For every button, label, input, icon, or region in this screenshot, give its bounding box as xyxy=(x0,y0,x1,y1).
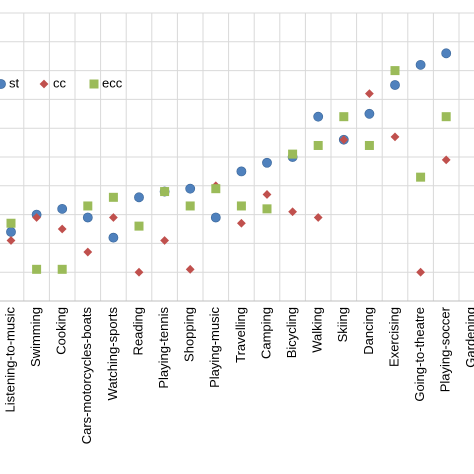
x-tick-label: Bicycling xyxy=(284,307,299,358)
point-st xyxy=(441,48,452,59)
x-tick-label: Playing-soccer xyxy=(438,306,453,392)
point-cc xyxy=(83,247,93,257)
point-ecc xyxy=(83,201,93,211)
point-ecc xyxy=(236,201,246,211)
point-cc xyxy=(262,190,272,199)
point-st xyxy=(236,166,247,177)
x-tick-label: Skiing xyxy=(335,307,350,342)
point-st xyxy=(262,157,272,168)
x-tick-label: Reading xyxy=(130,307,145,355)
legend-marker-ecc xyxy=(89,79,99,89)
x-tick-label: Dancing xyxy=(361,307,376,355)
point-cc xyxy=(441,155,451,165)
point-cc xyxy=(160,236,169,245)
point-cc xyxy=(339,135,349,145)
point-cc xyxy=(57,224,67,234)
point-ecc xyxy=(313,140,323,150)
point-cc xyxy=(365,89,374,99)
x-tick-label: Walking xyxy=(310,307,325,353)
point-st xyxy=(415,59,426,70)
point-ecc xyxy=(185,201,195,211)
point-cc xyxy=(32,213,41,222)
point-st xyxy=(210,212,221,223)
legend: st cc ecc xyxy=(0,75,123,90)
point-cc xyxy=(390,132,400,142)
point-ecc xyxy=(416,172,426,182)
data-markers xyxy=(6,48,452,277)
legend-marker-cc xyxy=(39,79,49,89)
point-ecc xyxy=(390,66,400,76)
point-ecc xyxy=(262,204,272,214)
point-ecc xyxy=(211,184,221,194)
point-st xyxy=(364,108,375,119)
point-st xyxy=(313,111,324,122)
point-cc xyxy=(313,213,323,222)
gridlines xyxy=(0,12,474,302)
legend-label-st: st xyxy=(9,75,20,90)
point-cc xyxy=(134,267,144,277)
legend-label-ecc: ecc xyxy=(102,75,123,90)
point-st xyxy=(134,192,144,203)
point-st xyxy=(108,232,119,243)
point-ecc xyxy=(108,192,118,202)
point-cc xyxy=(288,207,297,217)
x-tick-label: Cooking xyxy=(54,307,69,355)
x-tick-label: Playing-music xyxy=(207,307,222,388)
point-ecc xyxy=(339,112,349,122)
legend-label-cc: cc xyxy=(53,75,67,90)
point-ecc xyxy=(441,112,451,122)
point-cc xyxy=(237,218,246,228)
x-tick-label: Watching-sports xyxy=(105,307,120,401)
x-tick-labels: Listening-to-music Swimming Cooking Cars-mo… xyxy=(2,306,474,444)
point-cc xyxy=(185,264,195,274)
legend-marker-st xyxy=(0,79,6,89)
point-ecc xyxy=(288,149,298,159)
point-ecc xyxy=(134,221,144,231)
x-tick-label: Travelling xyxy=(233,307,248,363)
x-tick-label: Going-to-theatre xyxy=(412,307,427,402)
point-st xyxy=(82,212,93,223)
x-tick-label: Playing-tennis xyxy=(156,307,171,389)
x-tick-label: Camping xyxy=(258,307,273,359)
point-ecc xyxy=(6,218,16,228)
point-cc xyxy=(109,213,118,222)
point-ecc xyxy=(32,264,42,274)
point-st xyxy=(390,80,400,90)
point-ecc xyxy=(364,140,374,150)
x-tick-label: Cars-motorcycles-boats xyxy=(79,307,94,445)
point-st xyxy=(185,183,196,194)
point-st xyxy=(6,226,16,237)
x-tick-label: Shopping xyxy=(182,307,197,362)
point-cc xyxy=(416,267,425,277)
point-ecc xyxy=(160,187,170,197)
point-ecc xyxy=(57,264,67,274)
x-tick-label: Swimming xyxy=(28,307,43,367)
x-tick-label: Listening-to-music xyxy=(2,307,17,413)
point-st xyxy=(57,203,68,214)
point-cc xyxy=(6,236,16,245)
x-tick-label: Gardening xyxy=(463,307,474,368)
x-tick-label: Exercising xyxy=(386,307,401,367)
